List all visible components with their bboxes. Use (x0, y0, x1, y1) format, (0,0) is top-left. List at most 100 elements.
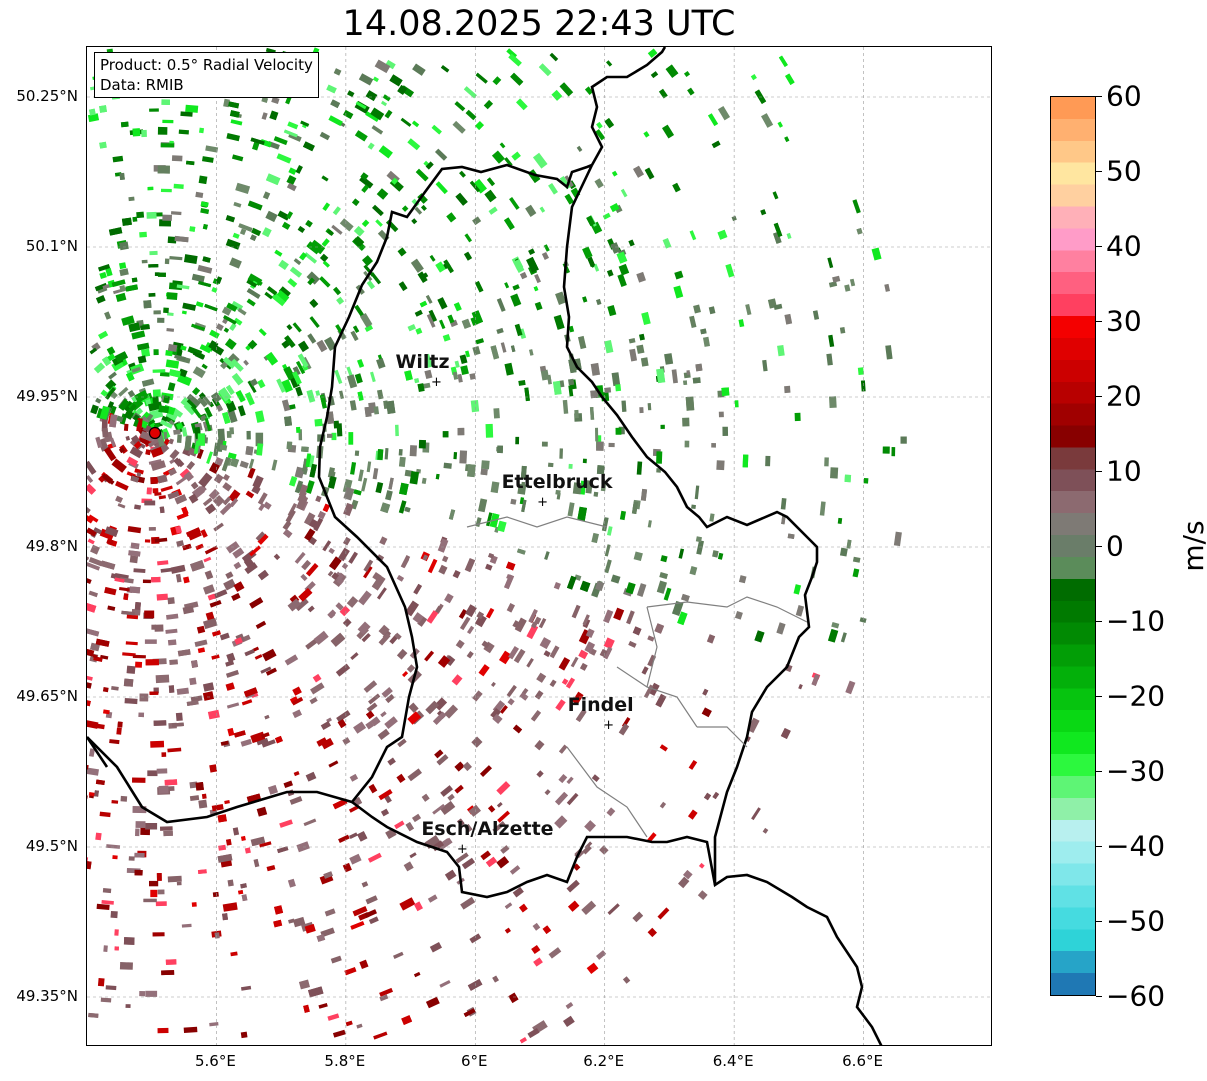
radar-echo-cell (692, 377, 701, 384)
radar-echo-cell (498, 650, 512, 665)
radar-echo-cell (231, 154, 244, 162)
radar-echo-cell (844, 474, 852, 483)
radar-echo-cell (147, 770, 158, 777)
radar-echo-cell (590, 390, 599, 399)
radar-echo-cell (435, 473, 440, 480)
radar-echo-cell (137, 342, 150, 351)
radar-echo-cell (547, 462, 554, 468)
radar-echo-cell (543, 244, 550, 252)
radar-echo-cell (136, 211, 145, 219)
radar-echo-cell (347, 90, 355, 98)
radar-echo-cell (87, 680, 92, 689)
colorbar-tick-label: 20 (1106, 379, 1142, 413)
data-source-label: Data: RMIB (100, 76, 184, 94)
radar-echo-cell (266, 286, 278, 296)
radar-echo-cell (226, 702, 240, 709)
radar-echo-cell (116, 727, 122, 735)
radar-echo-cell (240, 1031, 248, 1039)
radar-echo-cell (204, 570, 214, 580)
radar-echo-cell (453, 451, 458, 460)
radar-echo-cell (411, 813, 422, 823)
radar-echo-cell (515, 436, 520, 445)
radar-echo-cell (319, 253, 329, 263)
radar-echo-cell (115, 495, 123, 503)
radar-echo-cell (115, 480, 129, 491)
radar-echo-cell (176, 687, 189, 695)
radar-echo-cell (376, 389, 384, 400)
radar-echo-cell (330, 632, 346, 647)
radar-echo-cell (422, 554, 429, 561)
colorbar-tick (1096, 396, 1102, 397)
radar-echo-cell (257, 533, 269, 545)
radar-echo-cell (678, 876, 690, 889)
radar-echo-cell (288, 167, 297, 176)
radar-echo-cell (409, 445, 417, 457)
radar-echo-cell (548, 183, 558, 195)
radar-echo-cell (566, 792, 579, 806)
lat-tick-label: 50.25°N (16, 87, 78, 105)
radar-echo-cell (293, 258, 302, 265)
radar-echo-cell (485, 423, 494, 438)
radar-echo-cell (204, 545, 219, 555)
radar-echo-cell (459, 450, 468, 464)
radar-echo-cell (562, 399, 569, 414)
radar-echo-cell (354, 130, 368, 142)
radar-echo-cell (408, 702, 419, 713)
radar-echo-cell (519, 692, 529, 701)
radar-echo-cell (287, 598, 302, 612)
radar-echo-cell (190, 560, 205, 572)
radar-echo-cell (156, 768, 168, 774)
radar-echo-cell (824, 457, 829, 467)
radar-echo-cell (459, 354, 468, 365)
radar-echo-cell (332, 206, 342, 216)
radar-echo-cell (480, 850, 491, 861)
radar-echo-cell (230, 951, 238, 957)
radar-echo-cell (687, 809, 698, 820)
radar-echo-cell (510, 345, 516, 353)
radar-echo-cell (150, 740, 165, 748)
radar-echo-cell (156, 593, 168, 601)
radar-echo-cell (87, 719, 99, 729)
radar-echo-cell (762, 827, 769, 834)
radar-echo-cell (577, 506, 587, 522)
radar-echo-cell (534, 301, 543, 311)
radar-echo-cell (140, 348, 151, 358)
radar-echo-cell (105, 379, 117, 391)
radar-echo-cell (104, 386, 116, 400)
radar-echo-cell (157, 474, 168, 484)
colorbar-tick-label: 40 (1106, 229, 1142, 263)
radar-echo-cell (856, 227, 863, 235)
radar-echo-cell (213, 522, 224, 532)
radar-echo-cell (385, 490, 393, 501)
radar-echo-cell (512, 886, 524, 898)
radar-echo-cell (185, 104, 199, 113)
radar-echo-cell (148, 527, 156, 531)
canton-borders (466, 516, 808, 838)
radar-echo-cell (712, 791, 720, 800)
radar-echo-cell (350, 330, 359, 342)
colorbar-tick-label: −30 (1106, 754, 1166, 788)
radar-echo-cell (287, 121, 299, 130)
radar-echo-cell (488, 552, 495, 559)
radar-echo-cell (660, 555, 668, 563)
colorbar-tick-label: −10 (1106, 604, 1166, 638)
radar-echo-cell (594, 178, 604, 189)
radar-echo-cell (121, 315, 135, 326)
radar-echo-cell (126, 614, 139, 620)
radar-echo-cell (424, 369, 433, 379)
radar-echo-cell (269, 110, 279, 121)
radar-echo-cell (747, 717, 760, 733)
radar-echo-cell (264, 714, 270, 720)
radar-echo-cell (364, 909, 377, 918)
radar-echo-cell (152, 932, 165, 937)
radar-echo-cell (108, 371, 117, 380)
radar-echo-cell (553, 582, 561, 590)
radar-echo-cell (716, 460, 725, 471)
radar-echo-cell (88, 1012, 99, 1018)
radar-echo-cell (173, 457, 183, 467)
radar-echo-cell (251, 485, 261, 495)
radar-echo-cell (174, 354, 186, 361)
radar-echo-cell (319, 276, 331, 288)
radar-echo-cell (358, 73, 374, 86)
radar-echo-cell (298, 587, 313, 602)
